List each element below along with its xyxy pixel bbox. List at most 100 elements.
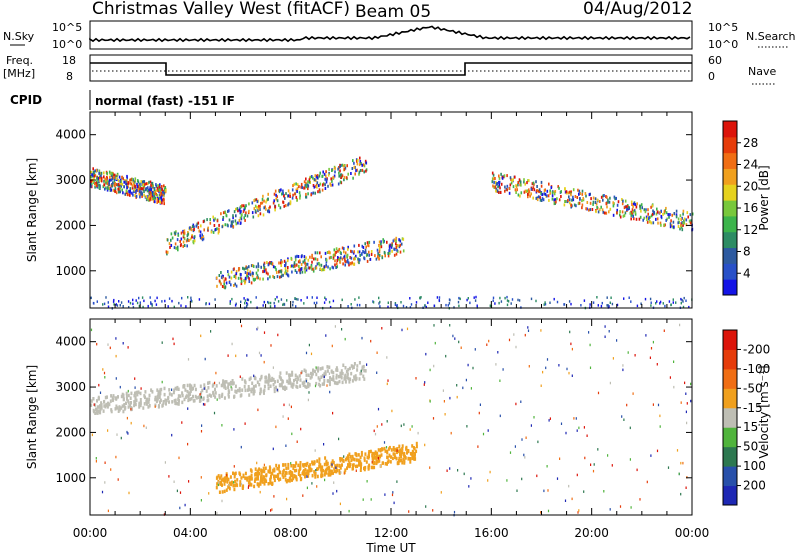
velocity-cell [267, 379, 270, 383]
velocity-cell [569, 330, 571, 334]
power-cell [473, 296, 475, 299]
velocity-cell [118, 405, 121, 409]
power-cell [150, 301, 152, 304]
power-cell [132, 298, 134, 302]
velocity-cell [134, 402, 137, 407]
velocity-cell [690, 382, 692, 386]
velocity-cell [306, 475, 308, 478]
power-cell [139, 301, 141, 304]
velocity-cell [344, 366, 347, 370]
power-cell [303, 302, 305, 305]
velocity-cell [406, 327, 409, 331]
power-cell [544, 192, 547, 196]
velocity-cell [336, 368, 339, 372]
power-cell [241, 204, 243, 208]
power-cell [686, 211, 689, 215]
velocity-cell [409, 451, 412, 456]
velocity-cell [326, 384, 328, 387]
velocity-cell [336, 381, 339, 386]
velocity-cell [120, 406, 123, 410]
power-cell [499, 191, 502, 194]
power-cell [315, 174, 318, 178]
power-cell [339, 180, 342, 184]
power-cell [494, 177, 496, 180]
power-cell [251, 274, 254, 278]
power-cell [96, 184, 98, 188]
power-cell [681, 228, 684, 232]
power-cell [631, 203, 633, 206]
power-cell [512, 185, 515, 189]
velocity-cell [306, 486, 308, 490]
power-cell [262, 213, 265, 217]
colorbar-segment [723, 466, 737, 487]
power-cell [115, 175, 118, 179]
power-cell [268, 206, 270, 210]
power-cell [399, 243, 401, 247]
velocity-cell [470, 477, 472, 480]
velocity-cell [305, 463, 308, 467]
power-cell [104, 177, 106, 181]
power-cell [235, 207, 237, 211]
power-cell [419, 296, 421, 300]
power-cell [621, 210, 624, 214]
velocity-cell [373, 429, 375, 433]
power-cell [152, 197, 155, 201]
velocity-cell [356, 464, 359, 468]
power-cell [275, 193, 277, 197]
freq-strip: Freq. [MHz] 18 8 60 0 Nave [3, 54, 776, 85]
power-cell [573, 203, 576, 207]
power-cell [149, 296, 151, 299]
power-cell [567, 191, 570, 195]
power-cell [325, 180, 328, 184]
power-cell [230, 270, 233, 274]
velocity-cell [299, 477, 302, 482]
velocity-cell [603, 490, 605, 493]
power-cell [262, 270, 264, 274]
power-cell [105, 181, 107, 185]
power-cell [90, 184, 92, 188]
power-cell [141, 192, 143, 196]
velocity-cell [130, 407, 132, 411]
velocity-cell [477, 445, 479, 448]
velocity-cell [381, 461, 384, 465]
velocity-cell [330, 464, 333, 468]
power-cell [305, 262, 308, 266]
velocity-cell [259, 478, 262, 483]
velocity-cell [265, 473, 268, 477]
power-cell [358, 243, 360, 247]
velocity-cell [269, 481, 272, 485]
velocity-cell [263, 479, 266, 483]
velocity-cell [215, 384, 218, 388]
velocity-cell [278, 383, 281, 387]
velocity-cell [104, 376, 106, 379]
velocity-cell [171, 433, 173, 437]
velocity-cell [449, 396, 451, 400]
power-cell [375, 257, 378, 261]
power-cell [572, 188, 575, 192]
power-cell [333, 248, 336, 252]
power-cell [266, 261, 268, 264]
velocity-cell [174, 398, 177, 403]
power-cell [608, 210, 610, 214]
power-cell [578, 192, 580, 196]
power-cell [499, 186, 501, 190]
velocity-cell [265, 375, 267, 379]
power-cell [283, 259, 286, 263]
velocity-cell [292, 466, 295, 471]
velocity-cell [187, 393, 190, 397]
velocity-cell [251, 381, 254, 385]
velocity-cell [392, 491, 394, 494]
power-cell [334, 170, 336, 174]
power-cell [257, 209, 259, 213]
power-cell [347, 305, 349, 308]
power-cell [110, 173, 113, 177]
power-cell [254, 198, 256, 202]
velocity-cell [283, 472, 285, 475]
velocity-cell [332, 375, 335, 379]
power-cell [234, 219, 237, 223]
power-cell [671, 213, 673, 217]
velocity-cell [218, 481, 220, 484]
velocity-cell [629, 426, 631, 430]
power-cell [230, 223, 233, 227]
